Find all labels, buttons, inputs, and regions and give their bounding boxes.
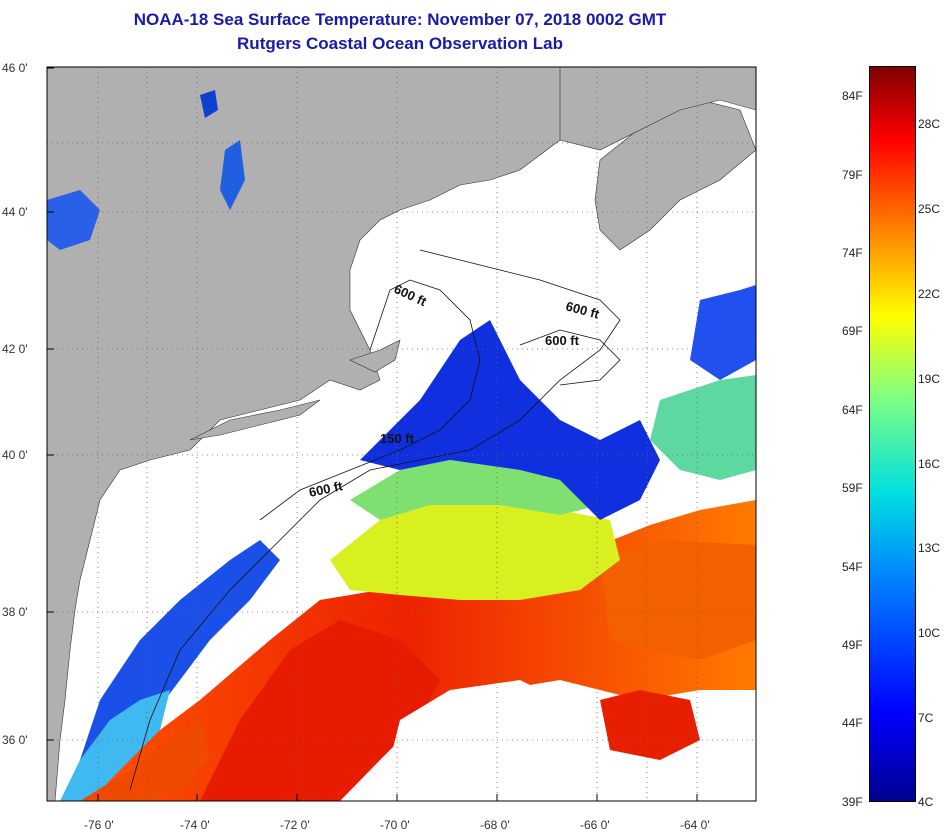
lon-tick-label: -64 0' bbox=[680, 818, 710, 832]
colorbar-f-label: 59F bbox=[842, 481, 863, 495]
inland-lake bbox=[200, 90, 218, 118]
inland-lake bbox=[220, 140, 245, 210]
map-frame bbox=[46, 66, 757, 802]
colorbar-f-label: 84F bbox=[842, 89, 863, 103]
map-subtitle: Rutgers Coastal Ocean Observation Lab bbox=[237, 34, 563, 53]
lat-tick-label: 46 0' bbox=[2, 61, 28, 75]
us-coast-landmass bbox=[47, 67, 601, 801]
contour-label: 150 ft bbox=[380, 431, 415, 446]
lon-tick-label: -66 0' bbox=[580, 818, 610, 832]
shelf-cold-water bbox=[360, 320, 660, 520]
lat-tick-label: 36 0' bbox=[2, 733, 28, 747]
long-island bbox=[189, 399, 321, 441]
colorbar-f-label: 69F bbox=[842, 324, 863, 338]
colorbar-c-label: 13C bbox=[918, 541, 941, 555]
colorbar-c-label: 28C bbox=[918, 117, 941, 131]
lat-tick-label: 40 0' bbox=[2, 448, 28, 462]
colorbar-f-label: 64F bbox=[842, 403, 863, 417]
colorbar-c-label: 4C bbox=[918, 795, 934, 809]
lon-tick-label: -70 0' bbox=[380, 818, 410, 832]
colorbar-c-label: 25C bbox=[918, 202, 941, 216]
slope-sea-band bbox=[330, 500, 620, 600]
colorbar-f-label: 79F bbox=[842, 168, 863, 182]
colorbar-c-label: 19C bbox=[918, 372, 941, 386]
southern-cloud-patch bbox=[380, 680, 580, 801]
colorbar-f-label: 74F bbox=[842, 246, 863, 260]
lon-tick-label: -76 0' bbox=[84, 818, 114, 832]
colorbar-f-label: 44F bbox=[842, 716, 863, 730]
northeast-green-patch bbox=[650, 375, 756, 480]
lat-tick-label: 38 0' bbox=[2, 605, 28, 619]
inland-water bbox=[47, 190, 100, 250]
colorbar-c-label: 22C bbox=[918, 287, 941, 301]
colorbar-c-label: 16C bbox=[918, 457, 941, 471]
lat-tick-label: 44 0' bbox=[2, 205, 28, 219]
cape-cod bbox=[349, 339, 401, 373]
nearshore-cyan-strip bbox=[60, 690, 170, 801]
lon-tick-label: -68 0' bbox=[480, 818, 510, 832]
axis-ticks bbox=[47, 67, 698, 801]
lon-tick-label: -72 0' bbox=[280, 818, 310, 832]
southern-warm-body bbox=[200, 620, 440, 801]
isobath-600ft bbox=[519, 329, 621, 386]
grid bbox=[47, 67, 756, 801]
cool-green-band bbox=[350, 460, 620, 520]
map-title: NOAA-18 Sea Surface Temperature: Novembe… bbox=[133, 10, 667, 29]
isobath-150ft bbox=[259, 279, 481, 521]
isobath-600ft bbox=[129, 249, 621, 791]
colorbar-f-label: 54F bbox=[842, 560, 863, 574]
lat-tick-label: 42 0' bbox=[2, 342, 28, 356]
colorbar-c-label: 10C bbox=[918, 626, 941, 640]
colorbar-frame bbox=[869, 66, 916, 802]
colorbar-f-label: 39F bbox=[842, 795, 863, 809]
contour-label: 600 ft bbox=[308, 478, 345, 500]
colorbar-gradient bbox=[870, 67, 915, 801]
lon-tick-label: -74 0' bbox=[180, 818, 210, 832]
canada-north bbox=[559, 67, 756, 151]
contour-label: 600 ft bbox=[545, 333, 580, 348]
colorbar-c-label: 7C bbox=[918, 711, 934, 725]
warm-eddy bbox=[600, 690, 700, 760]
southeast-warm-patch bbox=[600, 540, 756, 660]
northeast-blue-patch bbox=[690, 285, 756, 380]
colorbar-f-label: 49F bbox=[842, 638, 863, 652]
